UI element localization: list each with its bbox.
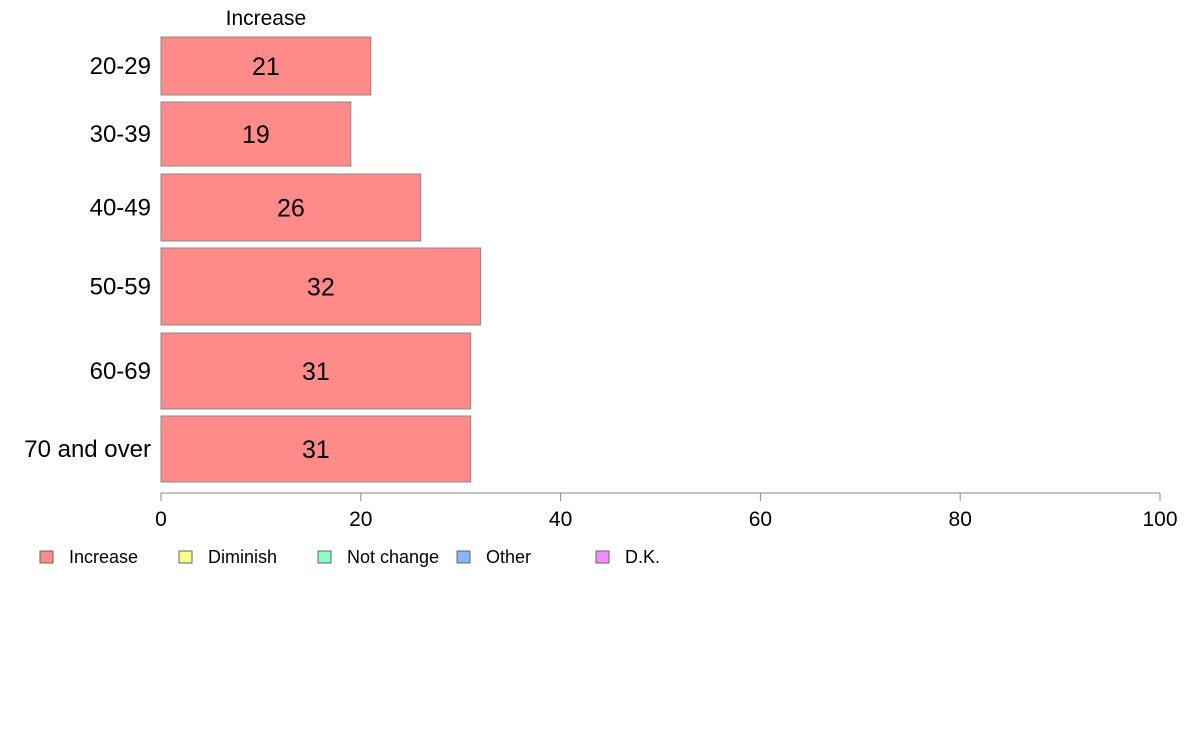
legend-swatch [595, 550, 610, 564]
legend-label: D.K. [625, 547, 660, 567]
bar-segment [160, 332, 472, 410]
x-tick-label: 20 [349, 508, 372, 531]
bar-segment [160, 415, 472, 483]
bars-layer: 21 19 26 32 31 31 [160, 36, 482, 483]
legend: Increase Diminish Not change Other D.K. [39, 547, 660, 567]
category-label: 60-69 [90, 358, 151, 385]
bar-segment [160, 173, 422, 242]
category-label: 50-59 [90, 274, 151, 301]
bar-segment [160, 36, 372, 96]
legend-swatch [456, 550, 471, 564]
data-label: 19 [242, 121, 270, 149]
x-tick-label: 80 [949, 508, 972, 531]
data-label: 31 [302, 358, 330, 386]
legend-label: Diminish [208, 547, 277, 567]
legend-swatch [39, 550, 54, 564]
data-label: 21 [252, 53, 280, 81]
legend-label: Other [486, 547, 531, 567]
data-label: 32 [307, 274, 335, 302]
category-label: 20-29 [90, 53, 151, 80]
category-labels-layer: Increase 20-29 30-39 40-49 50-59 60-69 70 and … [24, 7, 306, 463]
category-label: 40-49 [90, 195, 151, 222]
x-axis: 0 20 40 60 80 100 [155, 492, 1178, 531]
legend-label: Increase [69, 547, 138, 567]
x-tick-label: 0 [155, 508, 167, 531]
bar-segment [160, 247, 482, 326]
top-series-label: Increase [226, 7, 307, 30]
bar-segment [160, 101, 352, 167]
legend-swatch [317, 550, 332, 564]
category-label: 30-39 [90, 121, 151, 148]
x-tick-label: 100 [1142, 508, 1177, 531]
category-label: 70 and over [24, 436, 151, 463]
legend-swatch [178, 550, 193, 564]
x-tick-label: 40 [549, 508, 572, 531]
data-label: 26 [277, 195, 305, 223]
x-tick-label: 60 [749, 508, 772, 531]
legend-label: Not change [347, 547, 439, 567]
data-label: 31 [302, 436, 330, 464]
